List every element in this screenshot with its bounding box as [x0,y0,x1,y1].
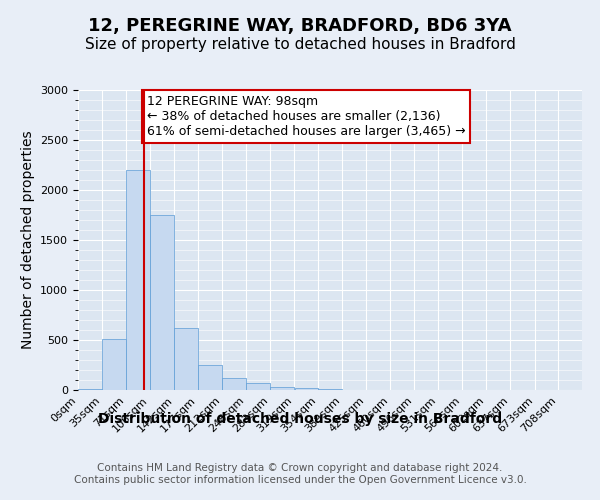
Bar [222,378,246,390]
Bar [150,215,174,390]
Bar [270,386,294,390]
Text: 12 PEREGRINE WAY: 98sqm
← 38% of detached houses are smaller (2,136)
61% of semi: 12 PEREGRINE WAY: 98sqm ← 38% of detache… [146,95,465,138]
Text: 12, PEREGRINE WAY, BRADFORD, BD6 3YA: 12, PEREGRINE WAY, BRADFORD, BD6 3YA [88,18,512,36]
Bar [318,389,342,390]
Bar [102,339,126,390]
Bar [247,382,270,390]
Bar [78,389,101,390]
Bar [295,388,318,390]
Bar [198,365,221,390]
Y-axis label: Number of detached properties: Number of detached properties [20,130,35,350]
Text: Distribution of detached houses by size in Bradford: Distribution of detached houses by size … [98,412,502,426]
Text: Contains HM Land Registry data © Crown copyright and database right 2024.
Contai: Contains HM Land Registry data © Crown c… [74,464,526,485]
Bar [127,170,150,390]
Text: Size of property relative to detached houses in Bradford: Size of property relative to detached ho… [85,38,515,52]
Bar [175,328,198,390]
